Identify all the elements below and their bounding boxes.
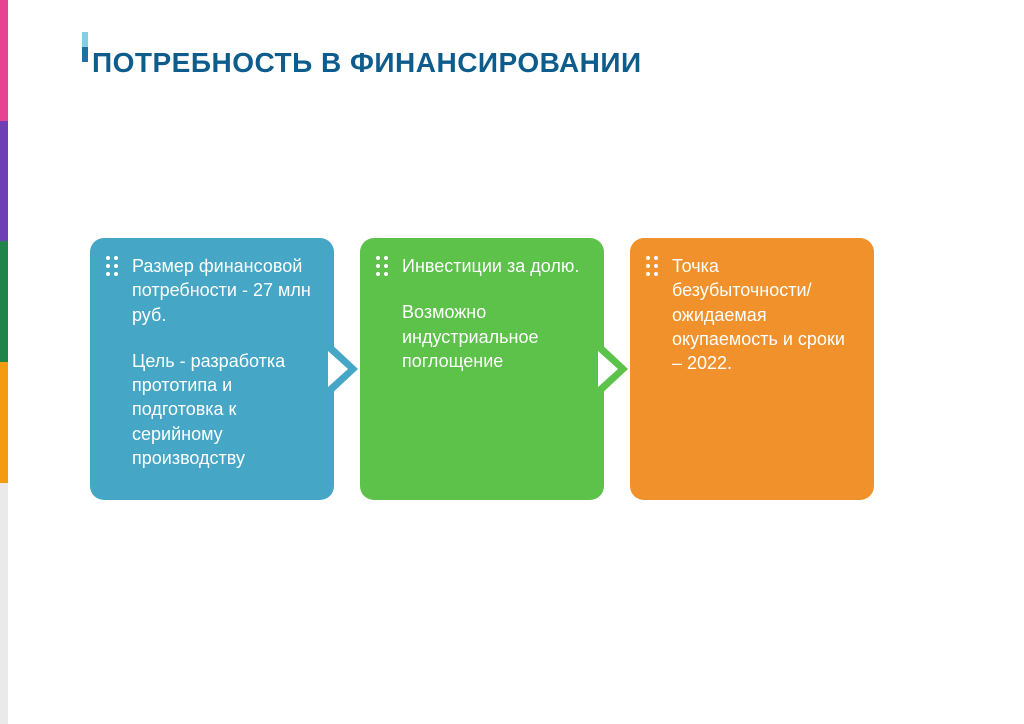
strip-seg [0,241,8,362]
card-investment: Инвестиции за долю. Возможно индустриаль… [360,238,604,500]
strip-seg [0,362,8,483]
arrow-icon [328,238,362,500]
dots-icon [646,256,658,276]
strip-seg [0,121,8,242]
card-text: Точка безубыточности/ ожидаемая окупаемо… [672,254,854,375]
card-text: Размер финансовой потребности - 27 млн р… [132,254,314,327]
title-accent-bar [82,32,88,62]
card-text: Инвестиции за долю. [402,254,584,278]
card-text: Цель - разработка прототипа и подготовка… [132,349,314,470]
card-text: Возможно индустриальное поглощение [402,300,584,373]
dots-icon [376,256,388,276]
strip-seg [0,0,8,121]
flow-cards: Размер финансовой потребности - 27 млн р… [90,238,874,500]
left-color-strip [0,0,8,724]
card-breakeven: Точка безубыточности/ ожидаемая окупаемо… [630,238,874,500]
arrow-icon [598,238,632,500]
strip-seg [0,483,8,604]
card-financing-need: Размер финансовой потребности - 27 млн р… [90,238,334,500]
dots-icon [106,256,118,276]
page-title: ПОТРЕБНОСТЬ В ФИНАНСИРОВАНИИ [92,47,642,79]
strip-seg [0,603,8,724]
